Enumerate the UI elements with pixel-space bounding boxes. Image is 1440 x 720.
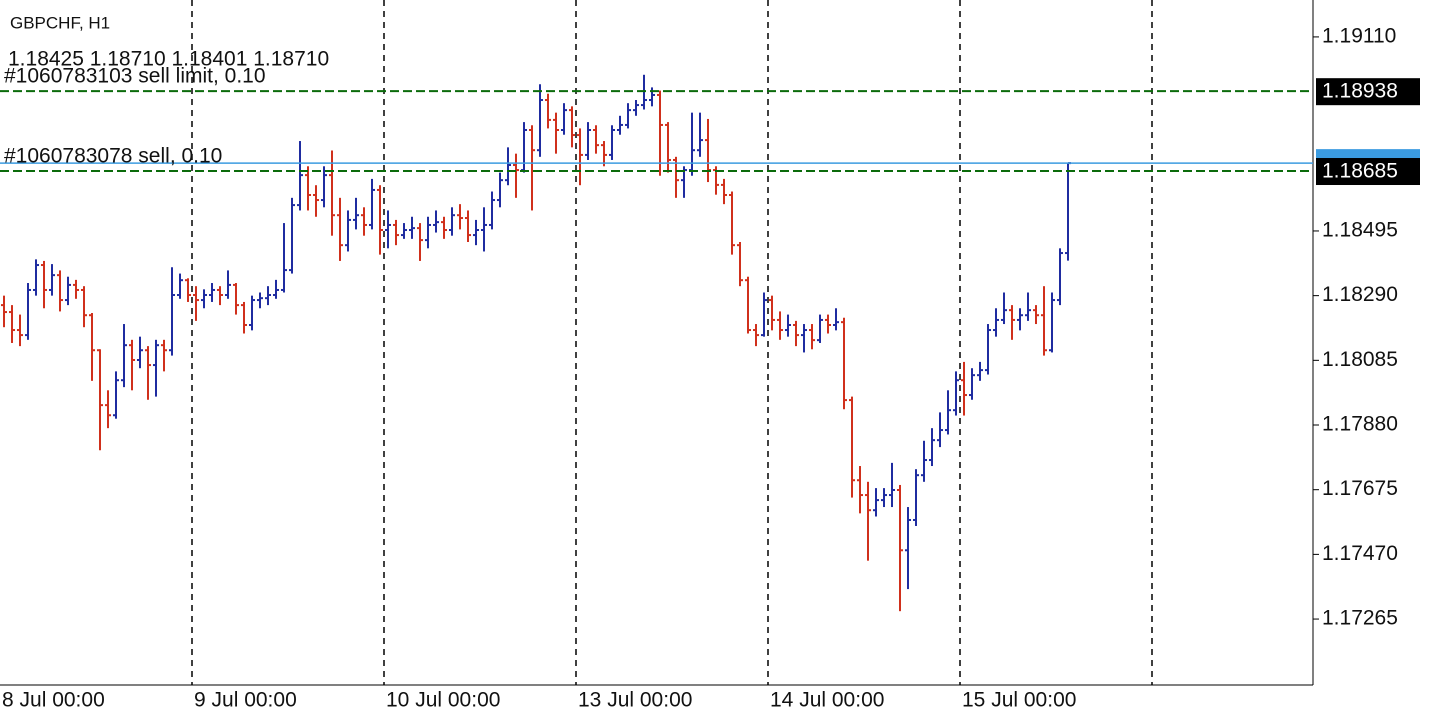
axis: 1.19110 1.18495 1.18290 1.18085 1.17880 1.176…	[2, 24, 1398, 711]
y-tick-label: 1.17265	[1322, 607, 1398, 630]
price-label: 1.18938	[1322, 80, 1398, 103]
bars	[1, 74, 1071, 612]
y-tick-label: 1.17470	[1322, 542, 1398, 565]
y-tick-label: 1.18290	[1322, 283, 1398, 306]
order-label: #1060783078 sell, 0.10	[4, 145, 222, 168]
y-tick-label: 1.17675	[1322, 477, 1398, 500]
x-tick-label: 10 Jul 00:00	[386, 689, 500, 712]
x-tick-label: 13 Jul 00:00	[578, 689, 692, 712]
x-tick-label: 8 Jul 00:00	[2, 689, 105, 712]
symbol-title: GBPCHF, H1	[10, 13, 110, 32]
levels: #1060783103 sell limit, 0.10 1.18938 #1060…	[0, 65, 1420, 186]
ohlc-header: 1.18425 1.18710 1.18401 1.18710	[8, 48, 329, 71]
y-tick-label: 1.18085	[1322, 348, 1398, 371]
price-label: 1.18685	[1322, 160, 1398, 183]
grid	[191, 0, 961, 685]
x-tick-label: 15 Jul 00:00	[962, 689, 1076, 712]
y-tick-label: 1.17880	[1322, 413, 1398, 436]
x-tick-label: 9 Jul 00:00	[194, 689, 297, 712]
y-tick-label: 1.18495	[1322, 219, 1398, 242]
price-label-box	[1316, 158, 1420, 186]
x-tick-label: 14 Jul 00:00	[770, 689, 884, 712]
y-tick-label: 1.19110	[1322, 24, 1396, 47]
price-label-box	[1316, 78, 1420, 106]
order-label: #1060783103 sell limit, 0.10	[4, 65, 266, 88]
